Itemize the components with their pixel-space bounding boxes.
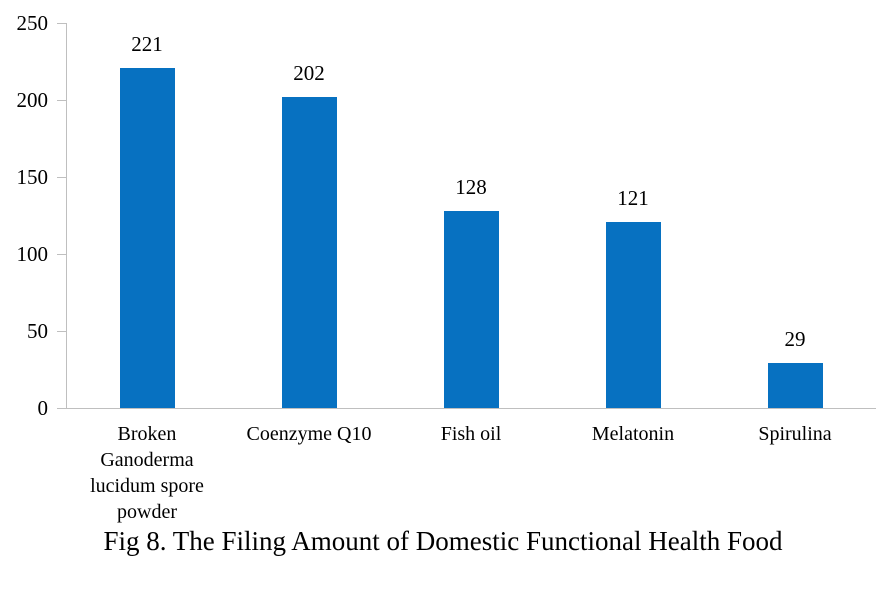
y-axis-tick-label: 100 [16, 242, 49, 266]
y-axis-tick-label: 50 [27, 319, 48, 343]
y-axis-tick-label: 0 [37, 396, 49, 420]
chart-title: Fig 8. The Filing Amount of Domestic Fun… [103, 526, 783, 556]
bar-value-label: 29 [784, 327, 806, 352]
bar [119, 67, 175, 408]
y-axis-tick-label: 200 [16, 88, 49, 112]
y-axis-tick [57, 177, 66, 178]
bar-value-label: 128 [455, 174, 487, 199]
x-axis-category-label: Melatonin [591, 423, 675, 445]
y-axis-tick [57, 331, 66, 332]
bar-value-label: 202 [293, 60, 325, 85]
bar [605, 221, 661, 408]
bar [281, 96, 337, 408]
x-axis-line [66, 408, 876, 409]
x-axis-category-label: Coenzyme Q10 [246, 423, 372, 445]
y-axis-tick [57, 100, 66, 101]
y-axis-tick [57, 254, 66, 255]
y-axis-line [66, 23, 67, 409]
y-axis-tick [57, 408, 66, 409]
bar [443, 210, 499, 408]
y-axis-tick [57, 23, 66, 24]
x-axis-category-label: Spirulina [758, 423, 832, 445]
y-axis-tick-label: 150 [16, 165, 49, 189]
bar-value-label: 221 [131, 31, 163, 56]
bar [767, 363, 823, 408]
x-axis-category-label: Broken Ganoderma lucidum spore powder [90, 423, 204, 523]
y-axis-tick-label: 250 [16, 11, 49, 35]
bar-value-label: 121 [617, 185, 649, 210]
x-axis-category-label: Fish oil [440, 423, 502, 445]
